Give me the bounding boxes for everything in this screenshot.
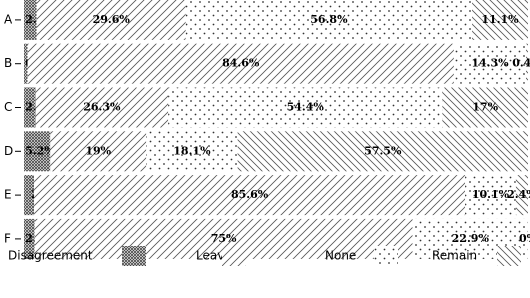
value-label: 29.6%: [93, 13, 131, 26]
bar-segment: [185, 0, 473, 40]
bar-segment: [50, 131, 147, 172]
value-label: 84.6%: [222, 57, 260, 70]
bar-segment: [515, 175, 528, 216]
legend-label: Remain: [432, 249, 477, 263]
bar-segment: [472, 0, 528, 40]
bar-segment: [34, 175, 466, 216]
y-tick-label: F: [4, 231, 11, 245]
legend-swatch: [374, 246, 398, 266]
legend-swatch: [222, 246, 246, 266]
bar-segment: [24, 0, 37, 40]
value-label: 0%: [519, 232, 530, 245]
bar-segment: [24, 131, 51, 172]
value-label: 75%: [211, 232, 237, 245]
bar-segment: [24, 43, 28, 84]
value-label: 2.4%: [507, 188, 530, 201]
bar-segment: [237, 131, 528, 172]
legend-label: Disagreement: [8, 249, 93, 263]
value-label: 26.3%: [83, 101, 121, 114]
value-label: 54.4%: [287, 101, 325, 114]
bar-segment: [168, 87, 443, 128]
bar-segment: [27, 43, 454, 84]
bar-segment: [35, 87, 169, 128]
value-label: 5.2%: [25, 144, 55, 157]
y-tick-label: E: [4, 188, 12, 202]
bar-segment: [146, 131, 238, 172]
bar-segment: [465, 175, 516, 216]
value-label: 57.5%: [364, 144, 402, 157]
bar-segment: [24, 87, 36, 128]
bar-segment: [36, 0, 186, 40]
value-label: 56.8%: [310, 13, 348, 26]
y-tick-label: A: [4, 12, 13, 26]
legend-label: None: [325, 249, 356, 263]
y-tick-label: C: [4, 100, 12, 114]
legend-swatch: [122, 246, 146, 266]
bar-segment: [525, 43, 528, 84]
y-tick-label: B: [4, 56, 12, 70]
y-tick-label: D: [4, 144, 13, 158]
bar-segment: [442, 87, 528, 128]
value-label: 17%: [472, 101, 498, 114]
value-label: 85.6%: [231, 188, 269, 201]
value-label: 18.1%: [173, 144, 211, 157]
bar-segment: [24, 218, 35, 259]
value-label: 19%: [85, 144, 111, 157]
value-label: 14.3%: [471, 57, 509, 70]
value-label: 11.1%: [481, 13, 519, 26]
legend-swatch: [497, 246, 521, 266]
bar-segment: [453, 43, 526, 84]
value-label: 22.9%: [452, 232, 490, 245]
bar-segment: [24, 175, 35, 216]
value-label: 0.4%: [512, 57, 530, 70]
value-label: 10.1%: [472, 188, 510, 201]
